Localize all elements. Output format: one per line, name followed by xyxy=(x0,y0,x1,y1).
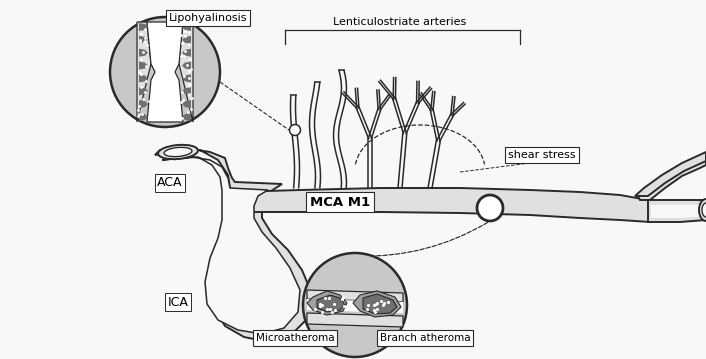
Ellipse shape xyxy=(164,147,192,157)
Polygon shape xyxy=(235,188,650,222)
Polygon shape xyxy=(307,290,403,302)
Polygon shape xyxy=(353,291,401,317)
Polygon shape xyxy=(137,22,151,122)
Polygon shape xyxy=(182,87,191,95)
Polygon shape xyxy=(363,294,397,314)
Ellipse shape xyxy=(158,145,198,159)
Polygon shape xyxy=(139,100,148,108)
Polygon shape xyxy=(638,155,706,200)
Ellipse shape xyxy=(699,199,706,221)
Ellipse shape xyxy=(702,203,706,217)
Text: ACA: ACA xyxy=(157,177,183,190)
Text: Lipohyalinosis: Lipohyalinosis xyxy=(169,13,247,23)
Polygon shape xyxy=(307,313,403,327)
Polygon shape xyxy=(139,36,148,44)
Polygon shape xyxy=(147,22,183,122)
Circle shape xyxy=(303,253,407,357)
Circle shape xyxy=(477,195,503,221)
Text: MCA M1: MCA M1 xyxy=(310,196,370,209)
Polygon shape xyxy=(179,22,193,122)
Polygon shape xyxy=(182,49,191,57)
Polygon shape xyxy=(139,23,148,31)
Polygon shape xyxy=(307,291,347,315)
Polygon shape xyxy=(139,113,148,121)
Text: ICA: ICA xyxy=(167,295,189,308)
Polygon shape xyxy=(635,152,706,196)
Polygon shape xyxy=(307,299,403,313)
Polygon shape xyxy=(182,113,191,121)
Polygon shape xyxy=(139,62,148,70)
Circle shape xyxy=(110,17,220,127)
Polygon shape xyxy=(182,23,191,31)
Polygon shape xyxy=(162,157,300,334)
Text: Lenticulostriate arteries: Lenticulostriate arteries xyxy=(333,17,467,27)
Polygon shape xyxy=(139,87,148,95)
Text: Branch atheroma: Branch atheroma xyxy=(380,333,470,343)
Text: shear stress: shear stress xyxy=(508,150,576,160)
Polygon shape xyxy=(317,295,345,312)
Polygon shape xyxy=(182,62,191,70)
Polygon shape xyxy=(139,49,148,57)
Text: Microatheroma: Microatheroma xyxy=(256,333,335,343)
Circle shape xyxy=(289,125,301,135)
Polygon shape xyxy=(139,74,148,83)
Polygon shape xyxy=(182,100,191,108)
Polygon shape xyxy=(651,205,706,218)
Polygon shape xyxy=(182,36,191,44)
Polygon shape xyxy=(648,200,706,222)
Polygon shape xyxy=(182,74,191,83)
Polygon shape xyxy=(155,148,312,342)
